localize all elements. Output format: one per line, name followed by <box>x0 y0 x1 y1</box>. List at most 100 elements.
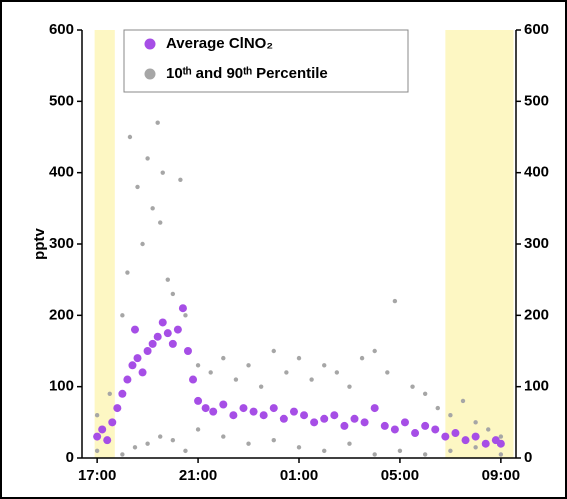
x-tick-label: 09:00 <box>482 467 520 484</box>
data-point <box>178 177 183 182</box>
data-point <box>448 448 453 454</box>
data-point <box>380 421 389 430</box>
data-point <box>460 398 466 404</box>
data-point <box>195 427 201 432</box>
data-point <box>120 452 125 457</box>
data-point <box>165 277 170 282</box>
data-point <box>246 441 251 446</box>
y2-tick-label: 0 <box>524 449 532 466</box>
data-point <box>498 434 504 439</box>
data-point <box>431 425 440 434</box>
data-point <box>208 370 213 375</box>
data-point <box>133 354 142 363</box>
data-point <box>461 436 470 445</box>
data-point <box>296 445 302 450</box>
y-tick-label: 600 <box>49 21 74 38</box>
data-point <box>410 384 415 389</box>
data-point <box>158 318 167 327</box>
data-point <box>148 339 157 348</box>
data-point <box>138 368 147 377</box>
data-point <box>258 384 264 389</box>
data-point <box>150 206 155 211</box>
y-axis-label: pptv <box>31 228 48 260</box>
data-point <box>135 184 140 190</box>
y2-tick-label: 400 <box>524 164 549 181</box>
data-point <box>350 414 359 423</box>
data-point <box>183 347 192 355</box>
legend-label: 10ᵗʰ and 90ᵗʰ Percentile <box>166 65 328 82</box>
data-point <box>229 411 238 420</box>
data-point <box>183 313 188 318</box>
data-point <box>481 439 490 448</box>
data-point <box>153 332 162 341</box>
legend-label: Average ClNO₂ <box>166 35 273 52</box>
data-point <box>422 391 428 396</box>
data-point <box>158 434 163 439</box>
data-point <box>259 411 268 420</box>
data-point <box>385 370 390 375</box>
x-tick-label: 17:00 <box>78 467 116 484</box>
data-point <box>372 348 377 354</box>
x-tick-label: 01:00 <box>280 467 318 484</box>
data-point <box>140 241 145 247</box>
data-point <box>473 445 478 450</box>
data-point <box>145 156 150 161</box>
y-tick-label: 200 <box>49 306 74 323</box>
data-point <box>498 452 504 457</box>
legend-marker <box>144 68 156 80</box>
y2-tick-label: 200 <box>524 306 549 323</box>
data-point <box>130 325 139 334</box>
data-point <box>359 355 365 361</box>
data-point <box>269 404 278 413</box>
data-point <box>289 407 298 416</box>
data-point <box>471 432 480 441</box>
data-point <box>486 427 491 432</box>
data-point <box>170 291 176 297</box>
data-point <box>143 347 152 355</box>
shaded-region <box>94 30 115 458</box>
data-point <box>347 384 352 389</box>
data-point <box>411 429 420 438</box>
data-point <box>98 425 107 434</box>
data-point <box>300 411 309 420</box>
x-tick-label: 21:00 <box>179 467 217 484</box>
data-point <box>239 404 248 413</box>
data-point <box>168 339 177 348</box>
data-point <box>120 313 125 318</box>
data-point <box>249 407 258 416</box>
data-point <box>246 363 251 368</box>
data-point <box>322 363 327 368</box>
data-point <box>421 421 430 430</box>
data-point <box>94 413 100 418</box>
y-tick-label: 100 <box>49 378 74 395</box>
data-point <box>284 370 289 375</box>
data-point <box>118 389 127 398</box>
data-point <box>340 421 349 430</box>
y2-tick-label: 300 <box>524 235 549 252</box>
y2-tick-label: 600 <box>524 21 549 38</box>
data-point <box>372 452 377 457</box>
data-point <box>183 448 188 454</box>
data-point <box>194 396 203 405</box>
data-point <box>103 436 112 445</box>
data-point <box>123 375 132 384</box>
data-point <box>173 325 182 334</box>
data-point <box>330 411 339 420</box>
data-point <box>219 400 228 409</box>
data-point <box>160 170 165 175</box>
data-point <box>221 434 226 439</box>
y-tick-label: 0 <box>66 449 74 466</box>
data-point <box>271 348 276 354</box>
data-point <box>113 404 122 413</box>
y-tick-label: 500 <box>49 92 74 109</box>
data-point <box>397 448 403 454</box>
data-point <box>334 370 340 375</box>
data-point <box>347 441 352 446</box>
data-point <box>296 355 302 361</box>
data-point <box>127 134 133 140</box>
data-point <box>189 375 198 384</box>
data-point <box>221 355 226 361</box>
data-point <box>473 420 478 425</box>
